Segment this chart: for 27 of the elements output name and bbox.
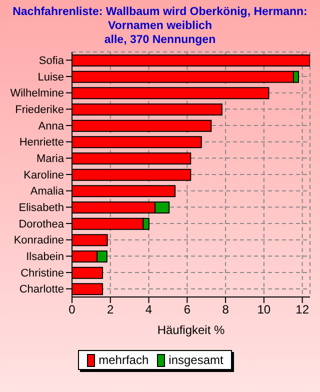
y-tick-label: Henriette	[19, 136, 64, 149]
y-tick-label: Amalia	[30, 186, 65, 198]
y-tick-label: Konradine	[14, 234, 64, 247]
legend-label: mehrfach	[98, 353, 149, 367]
x-tick-label: 8	[222, 302, 230, 317]
x-tick-label: 6	[184, 302, 191, 317]
y-tick-label: Karoline	[24, 169, 64, 182]
y-tick-label: Elisabeth	[18, 202, 64, 214]
y-tick-label: Sofia	[38, 55, 65, 68]
x-tick-label: 10	[257, 302, 271, 317]
y-tick-label: Maria	[36, 153, 65, 166]
y-tick-label: Friederike	[15, 104, 64, 116]
x-axis-title: Häufigkeit %	[157, 323, 226, 337]
legend-label: insgesamt	[168, 353, 224, 367]
x-tick-label: 2	[107, 302, 114, 317]
y-tick-label: Ilsabein	[26, 251, 64, 264]
y-tick-label: Wilhelmine	[10, 88, 64, 100]
x-tick-label: 4	[145, 302, 152, 317]
y-tick-label: Christine	[20, 267, 64, 280]
y-tick-label: Anna	[38, 120, 65, 132]
x-tick-label: 12	[296, 302, 310, 317]
chart-title: Nachfahrenliste: Wallbaum wird Oberkönig, Hermann:	[12, 5, 308, 19]
y-tick-label: Charlotte	[19, 284, 64, 296]
chart-subtitle: Vornamen weiblich alle, 370 Nennungen	[103, 19, 217, 47]
y-tick-label: Dorothea	[18, 218, 65, 230]
x-tick-label: 0	[68, 302, 76, 317]
y-tick-label: Luise	[38, 71, 64, 84]
